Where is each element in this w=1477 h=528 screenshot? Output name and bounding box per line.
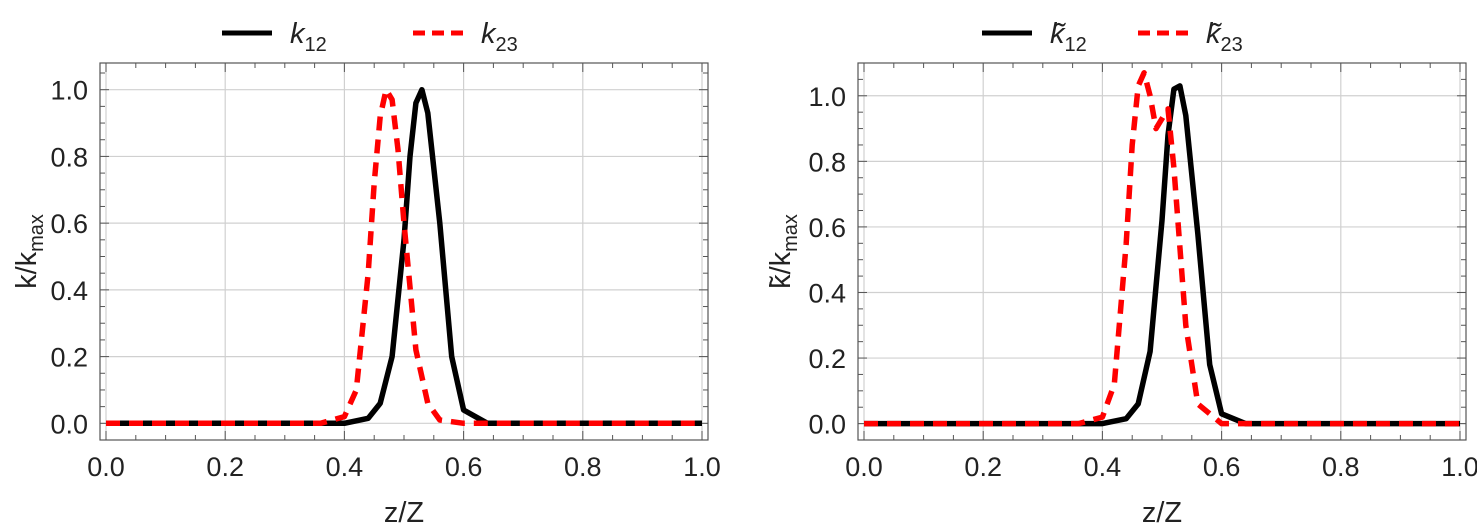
legend-label-k23: k23	[481, 18, 518, 56]
y-axis-title-sub: max	[780, 214, 802, 252]
y-axis-title-main: k/k	[11, 251, 43, 289]
x-tick-label: 1.0	[683, 452, 721, 482]
legend-label-k12: k12	[290, 18, 327, 56]
x-tick-label: 0.2	[964, 452, 1002, 482]
y-tick-label: 0.2	[808, 344, 846, 374]
legend-label-sub: 12	[305, 34, 327, 56]
y-tick-label: 1.0	[50, 76, 88, 106]
y-axis-title-main: k̃/k	[765, 251, 797, 289]
y-tick-label: 0.4	[808, 278, 846, 308]
x-tick-label: 0.6	[1203, 452, 1241, 482]
x-tick-label: 0.0	[845, 452, 883, 482]
x-tick-label: 0.2	[206, 452, 244, 482]
legend-label-main: k	[481, 18, 497, 50]
y-tick-label: 0.0	[808, 410, 846, 440]
y-tick-label: 1.0	[808, 82, 846, 112]
y-tick-label: 0.0	[50, 409, 88, 439]
x-tick-label: 0.4	[326, 452, 364, 482]
y-tick-label: 0.8	[808, 147, 846, 177]
series-line-k12	[864, 83, 1460, 427]
x-tick-label: 0.0	[87, 452, 125, 482]
x-tick-label: 0.8	[564, 452, 602, 482]
x-axis-title: z/Z	[1142, 497, 1182, 528]
y-tick-label: 0.6	[50, 209, 88, 239]
chart-panel-2: 0.0 0.2 0.4 0.6 0.8 1.0 0.0 0.2 0.4 0.6 0.8 1.0 z/Z k…	[765, 18, 1477, 528]
legend-label-sub: 12	[1065, 34, 1087, 56]
legend-label-sub: 23	[1221, 34, 1243, 56]
series-line-k23	[864, 70, 1460, 427]
x-tick-label: 0.4	[1084, 452, 1122, 482]
y-tick-label: 0.4	[50, 276, 88, 306]
legend-label-main: k	[290, 18, 306, 50]
series-line-k23	[106, 86, 702, 427]
y-axis-title: k̃/kmax	[765, 214, 802, 289]
legend-label-k23: k̃23	[1206, 18, 1243, 56]
y-tick-label: 0.6	[808, 213, 846, 243]
y-tick-label: 0.8	[50, 142, 88, 172]
legend-label-main: k̃	[1050, 18, 1066, 50]
y-tick-label: 0.2	[50, 343, 88, 373]
chart-panel-1: 0.0 0.2 0.4 0.6 0.8 1.0 0.0 0.2 0.4 0.6 0.8 1.0 z/Z k…	[11, 18, 721, 528]
x-tick-label: 1.0	[1441, 452, 1477, 482]
x-tick-label: 0.8	[1322, 452, 1360, 482]
x-axis-title: z/Z	[384, 497, 424, 528]
y-axis-title: k/kmax	[11, 214, 48, 289]
series-line-k12	[106, 86, 702, 427]
legend-label-sub: 23	[496, 34, 518, 56]
y-axis-title-sub: max	[26, 214, 48, 252]
x-tick-label: 0.6	[445, 452, 483, 482]
legend-label-main: k̃	[1206, 18, 1222, 50]
legend-label-k12: k̃12	[1050, 18, 1087, 56]
